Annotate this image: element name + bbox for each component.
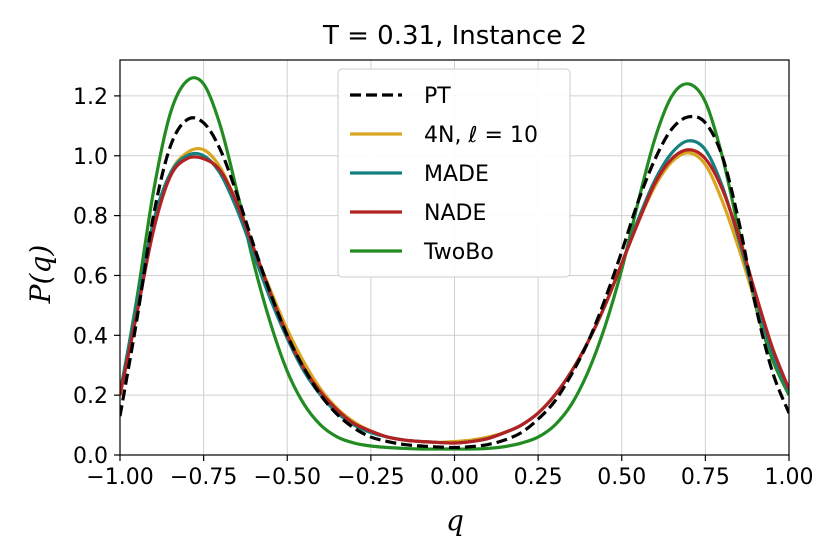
x-tick-label: 0.25 [514,465,563,490]
legend-label: PT [424,84,451,109]
legend-label: TwoBo [423,240,494,265]
x-tick-label: −0.50 [254,465,321,490]
legend-label: 4N, ℓ = 10 [424,123,538,148]
y-tick-label: 0.0 [73,444,108,469]
x-axis-title: q [446,504,464,537]
x-tick-label: −0.75 [170,465,237,490]
x-tick-label: 0.50 [597,465,646,490]
x-tick-label: 0.75 [681,465,730,490]
y-tick-label: 0.4 [73,324,108,349]
x-tick-label: −0.25 [337,465,404,490]
legend-label: NADE [424,201,486,226]
chart-title: T = 0.31, Instance 2 [322,21,587,51]
legend-label: MADE [424,162,489,187]
y-tick-label: 1.2 [73,85,108,110]
y-axis-title: P(q) [24,245,57,305]
y-tick-label: 0.2 [73,384,108,409]
x-tick-label: 0.00 [430,465,479,490]
x-tick-label: 1.00 [765,465,814,490]
legend: PT 4N, ℓ = 10 MADE NADE TwoBo [338,69,570,277]
y-tick-label: 0.6 [73,264,108,289]
y-tick-label: 1.0 [73,145,108,170]
y-tick-label: 0.8 [73,205,108,230]
